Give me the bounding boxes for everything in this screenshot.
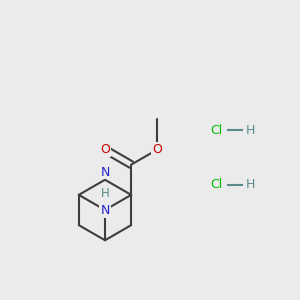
Text: O: O [152, 143, 162, 156]
Text: O: O [100, 143, 110, 156]
Text: Cl: Cl [210, 124, 222, 136]
Text: N: N [100, 203, 110, 217]
Text: N: N [100, 166, 110, 179]
Text: H: H [246, 124, 255, 136]
Text: Cl: Cl [210, 178, 222, 191]
Text: H: H [246, 178, 255, 191]
Text: H: H [100, 187, 109, 200]
